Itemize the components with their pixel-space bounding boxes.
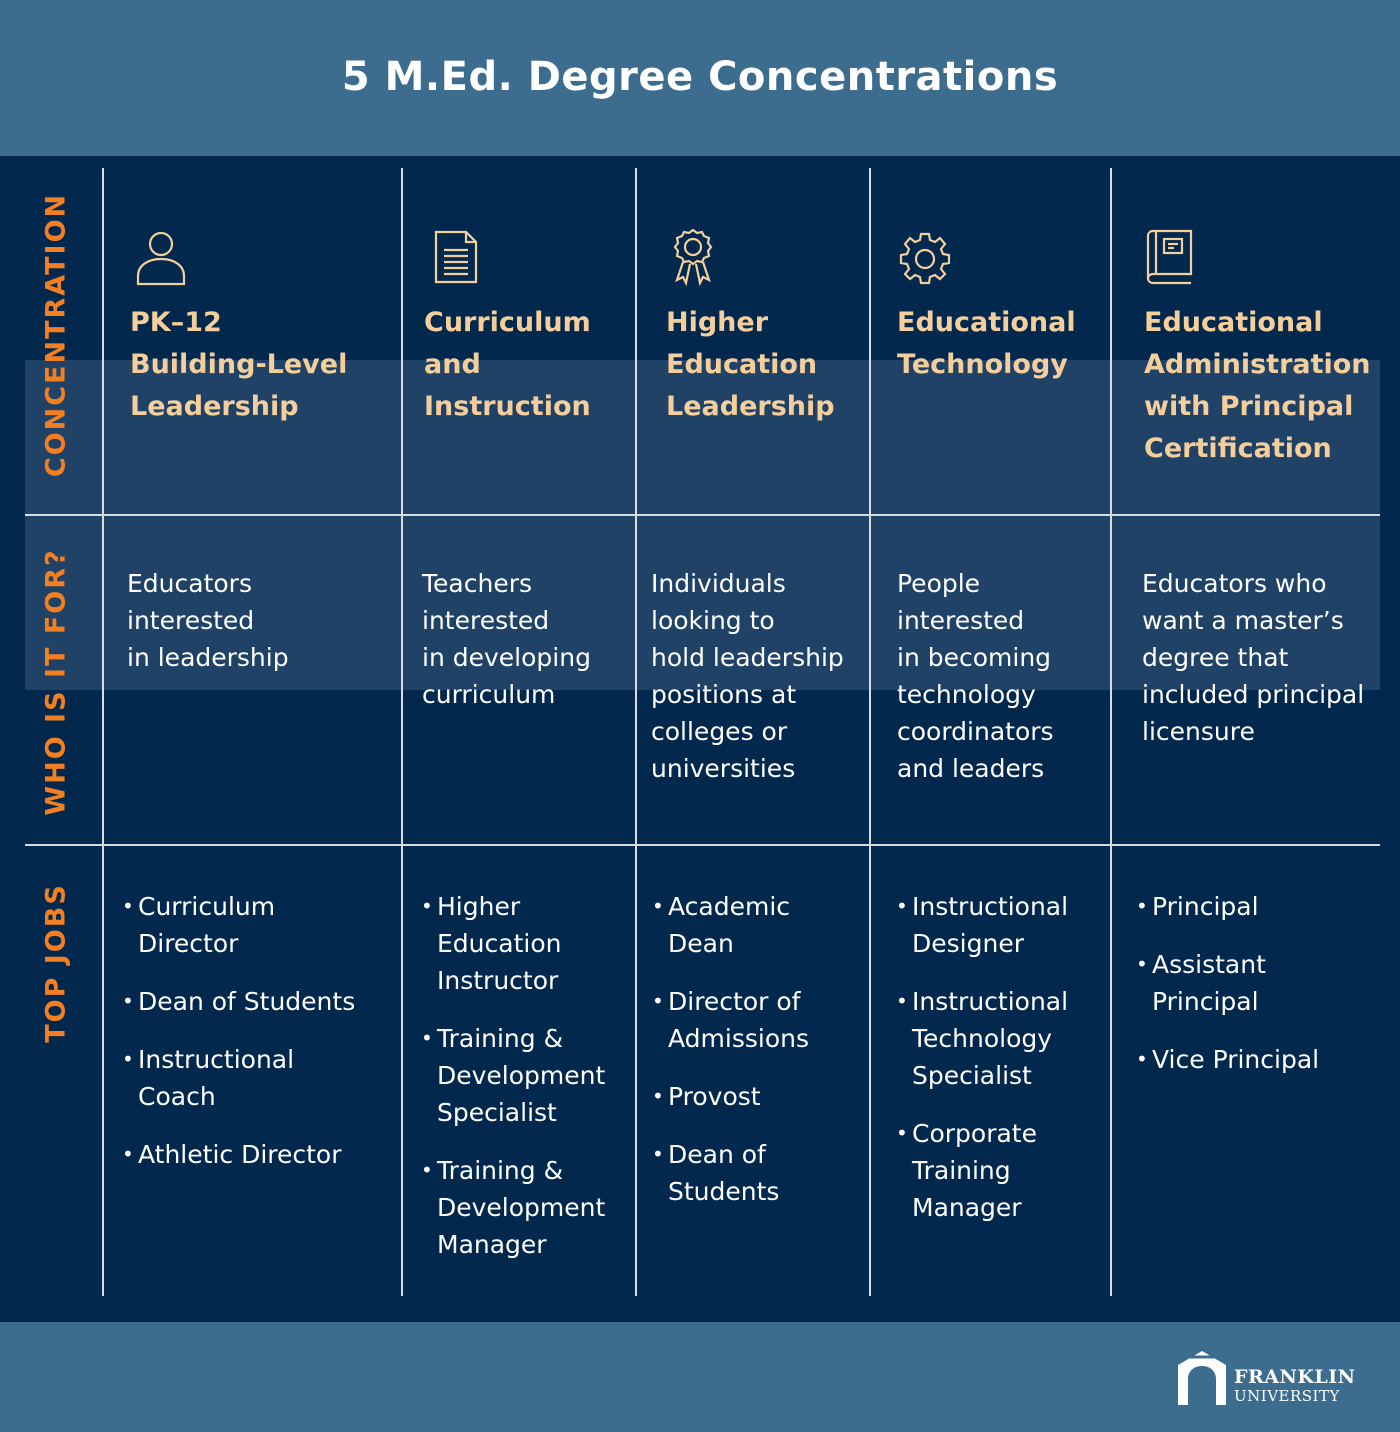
list-item: Provost [652, 1078, 809, 1115]
footer [0, 1322, 1400, 1432]
concentration-title-curriculum: Curriculum and Instruction [424, 307, 591, 422]
person-icon [134, 226, 188, 286]
row-label-jobs: TOP JOBS [40, 883, 72, 1043]
list-item: Vice Principal [1136, 1041, 1319, 1078]
column-divider [869, 168, 871, 1296]
franklin-arch-icon [1176, 1349, 1228, 1405]
concentration-title-ed-admin: Educational Administration with Principa… [1144, 307, 1371, 464]
who-row-band [25, 360, 1380, 690]
column-divider [1110, 168, 1112, 1296]
list-item: Dean of Students [122, 983, 355, 1020]
document-icon [430, 226, 484, 286]
row-label-who: WHO IS IT FOR? [40, 548, 72, 816]
who-text-curriculum: Teachers interested in developing curric… [422, 569, 591, 709]
concentration-title-higher-ed: Higher Education Leadership [666, 307, 835, 422]
award-ribbon-icon [666, 226, 720, 287]
row-divider [25, 844, 1380, 846]
gear-icon [898, 226, 952, 286]
book-icon [1142, 226, 1196, 286]
main-table [0, 156, 1400, 1322]
who-text-higher-ed: Individuals looking to hold leadership p… [651, 569, 844, 783]
column-divider [635, 168, 637, 1296]
logo-line1: FRANKLIN [1234, 1366, 1356, 1388]
concentration-title-ed-tech: Educational Technology [897, 307, 1076, 380]
logo-line2: UNIVERSITY [1234, 1387, 1340, 1405]
who-text-ed-tech: People interested in becoming technology… [897, 569, 1054, 783]
column-divider [401, 168, 403, 1296]
list-item: Athletic Director [122, 1136, 355, 1173]
concentration-title-pk12: PK–12 Building-Level Leadership [130, 307, 348, 422]
who-text-pk12: Educators interested in leadership [127, 569, 289, 672]
header: 5 M.Ed. Degree Concentrations [0, 0, 1400, 156]
page-title: 5 M.Ed. Degree Concentrations [341, 54, 1059, 100]
column-divider [102, 168, 104, 1296]
list-item: Principal [1136, 888, 1319, 925]
row-label-concentration: CONCENTRATION [40, 192, 72, 478]
who-text-ed-admin: Educators who want a master’s degree tha… [1142, 569, 1365, 746]
row-divider [25, 514, 1380, 516]
